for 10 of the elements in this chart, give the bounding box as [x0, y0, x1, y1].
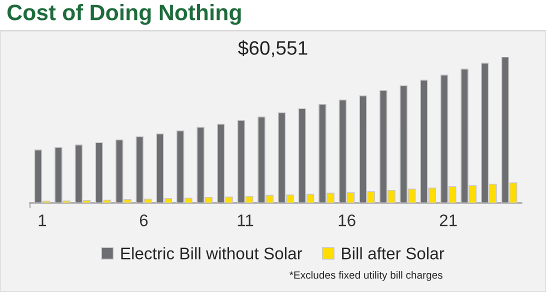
x-tick-label: 11 — [238, 214, 254, 226]
annotation: $60,551 — [238, 40, 308, 58]
x-tick-label: 21 — [440, 214, 457, 226]
legend-label: Electric Bill without Solar — [121, 247, 302, 260]
x-tick-label: 16 — [338, 214, 356, 226]
chart-title: Cost of Doing Nothing — [7, 4, 241, 25]
x-tick-label: 6 — [140, 214, 148, 226]
text: *Excludes fixed utility bill charges — [290, 271, 442, 281]
legend-label: Bill after Solar — [342, 247, 444, 260]
x-tick-label: 1 — [38, 214, 46, 226]
